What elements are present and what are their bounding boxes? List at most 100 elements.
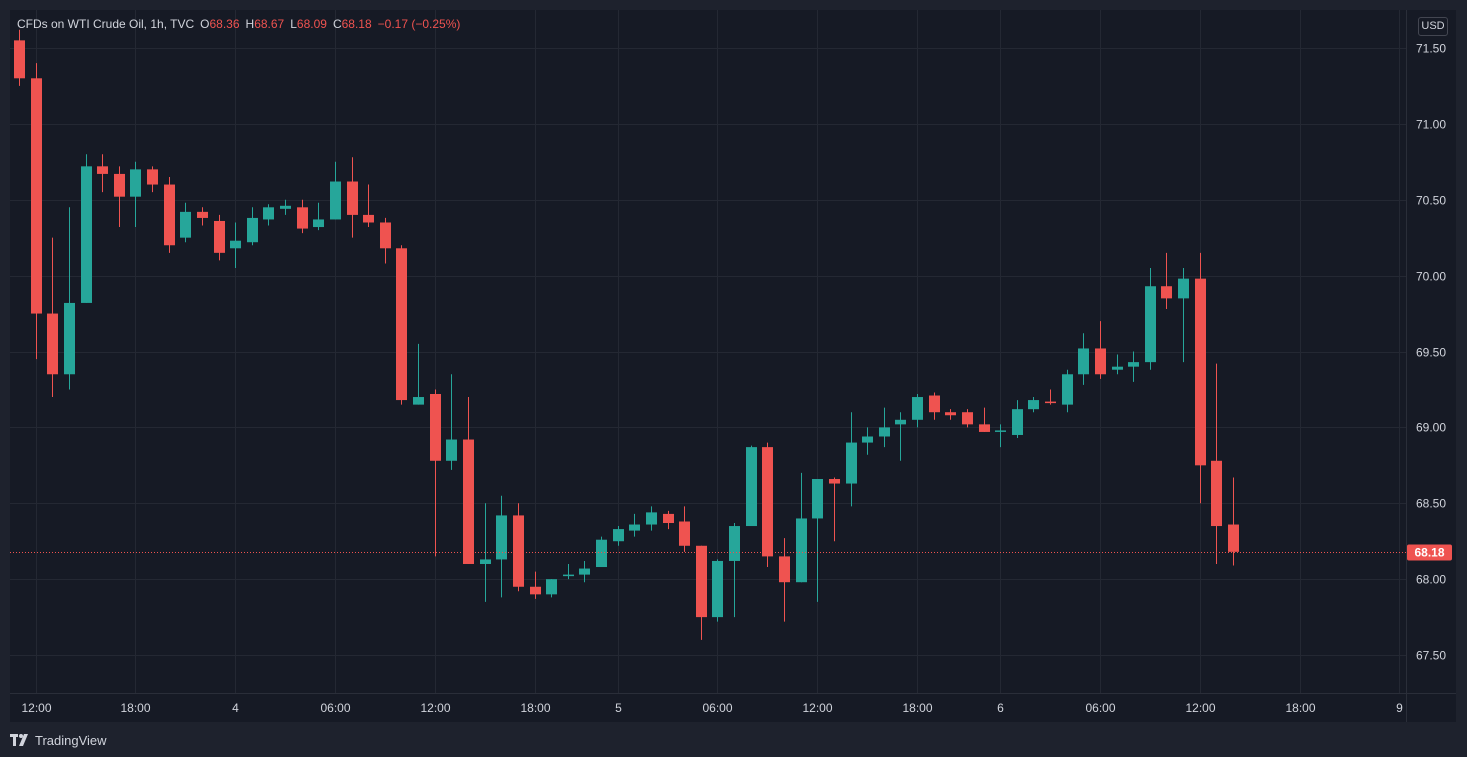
candle xyxy=(263,204,274,226)
time-tick-label: 12:00 xyxy=(420,701,450,715)
candle-body xyxy=(1161,286,1172,299)
candles xyxy=(14,29,1239,640)
candle xyxy=(563,563,574,580)
time-tick-label: 06:00 xyxy=(702,701,732,715)
candle xyxy=(1045,389,1056,405)
time-tick-label: 12:00 xyxy=(1185,701,1215,715)
candle-body xyxy=(230,240,241,249)
symbol-title[interactable]: CFDs on WTI Crude Oil, 1h, TVC xyxy=(17,17,195,31)
tradingview-logo-icon[interactable] xyxy=(10,734,30,746)
candle xyxy=(663,510,674,530)
candle-body xyxy=(613,529,624,542)
price-tick-label: 68.50 xyxy=(1416,497,1446,511)
candle-body xyxy=(1062,374,1073,405)
candle-body xyxy=(64,302,75,375)
candle-body xyxy=(430,393,441,461)
last-price-label: 68.18 xyxy=(1414,546,1444,560)
time-tick-label: 5 xyxy=(615,701,622,715)
candle-body xyxy=(929,395,940,413)
open-label: O xyxy=(200,17,210,31)
candle xyxy=(613,526,624,546)
candle-body xyxy=(297,207,308,229)
time-tick-label: 12:00 xyxy=(802,701,832,715)
candle-body xyxy=(214,220,225,253)
candle-body xyxy=(646,512,657,525)
candle xyxy=(1211,363,1222,564)
candle xyxy=(1112,354,1123,375)
candle-body xyxy=(712,560,723,618)
time-tick-label: 9 xyxy=(1396,701,1403,715)
candle xyxy=(147,166,158,193)
tradingview-brand[interactable]: TradingView xyxy=(35,732,107,748)
candle xyxy=(962,409,973,428)
candle-body xyxy=(1028,400,1039,410)
candle-body xyxy=(1128,362,1139,367)
candle-body xyxy=(895,419,906,425)
candle-body xyxy=(130,169,141,197)
time-tick-label: 18:00 xyxy=(120,701,150,715)
candle xyxy=(64,207,75,390)
candle-body xyxy=(380,222,391,249)
candle-body xyxy=(413,397,424,405)
symbol-legend[interactable]: CFDs on WTI Crude Oil, 1h, TVC O68.36 H68.… xyxy=(17,17,460,31)
candle-body xyxy=(1178,278,1189,299)
candle-body xyxy=(629,524,640,531)
candle-body xyxy=(530,586,541,595)
candle xyxy=(1145,268,1156,370)
candle-body xyxy=(47,313,58,375)
close-value: 68.18 xyxy=(341,17,372,31)
candle-body xyxy=(263,207,274,220)
high-label: H xyxy=(245,17,255,31)
candle-body xyxy=(596,539,607,568)
candle-body xyxy=(97,166,108,174)
candle xyxy=(1128,351,1139,382)
candle xyxy=(796,472,807,583)
candle xyxy=(1078,333,1089,385)
candle-body xyxy=(945,412,956,416)
candle-body xyxy=(796,518,807,583)
candle-body xyxy=(846,442,857,484)
candle-body xyxy=(197,211,208,218)
time-tick-label: 18:00 xyxy=(902,701,932,715)
candle xyxy=(247,207,258,246)
candle xyxy=(31,63,42,360)
candle-body xyxy=(696,545,707,618)
low-value: 68.09 xyxy=(296,17,327,31)
candle-body xyxy=(1012,409,1023,435)
candle-body xyxy=(862,436,873,443)
candle xyxy=(579,560,590,583)
time-tick-label: 4 xyxy=(232,701,239,715)
currency-button[interactable]: USD xyxy=(1418,17,1448,36)
last-price-badge xyxy=(1407,544,1452,561)
candle xyxy=(330,161,341,220)
price-tick-label: 70.50 xyxy=(1416,194,1446,208)
chart-pane[interactable] xyxy=(10,10,1456,722)
candle-body xyxy=(31,78,42,314)
candle xyxy=(380,217,391,264)
time-tick-label: 12:00 xyxy=(21,701,51,715)
candle xyxy=(164,176,175,253)
change-value: −0.17 (−0.25%) xyxy=(377,17,461,31)
candle xyxy=(463,397,474,564)
footer: TradingView xyxy=(10,730,107,750)
candle xyxy=(546,579,557,598)
candle xyxy=(114,166,125,228)
candle-body xyxy=(347,181,358,215)
candle xyxy=(1161,252,1172,310)
candle xyxy=(347,157,358,238)
candle-body xyxy=(114,173,125,197)
candle xyxy=(1028,397,1039,413)
candle xyxy=(214,214,225,261)
candle xyxy=(846,412,857,507)
price-tick-label: 70.00 xyxy=(1416,270,1446,284)
candle xyxy=(396,245,407,405)
candle-body xyxy=(147,169,158,185)
candle xyxy=(679,506,690,552)
candle-body xyxy=(746,447,757,527)
low-label: L xyxy=(290,17,297,31)
candle xyxy=(81,154,92,303)
candle xyxy=(413,343,424,405)
candle-body xyxy=(330,181,341,220)
candle xyxy=(180,202,191,243)
